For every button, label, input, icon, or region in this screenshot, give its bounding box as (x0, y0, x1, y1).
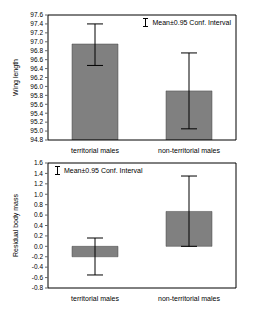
svg-text:95.6: 95.6 (30, 101, 43, 108)
svg-text:94.8: 94.8 (30, 136, 43, 143)
svg-text:1.2: 1.2 (34, 180, 43, 187)
svg-text:96.2: 96.2 (30, 74, 43, 81)
svg-text:97.6: 97.6 (30, 11, 43, 18)
svg-text:96.8: 96.8 (30, 47, 43, 54)
svg-text:1.4: 1.4 (34, 170, 43, 177)
svg-text:95.0: 95.0 (30, 127, 43, 134)
html-text:Mean±0.95 Conf. Interval: Mean±0.95 Conf. Interval (152, 19, 231, 26)
svg-text:territorial males: territorial males (71, 147, 119, 154)
svg-text:0.4: 0.4 (34, 222, 43, 229)
svg-text:96.6: 96.6 (30, 56, 43, 63)
svg-text:97.4: 97.4 (30, 20, 43, 27)
svg-text:Wing length: Wing length (12, 59, 20, 96)
svg-text:97.2: 97.2 (30, 29, 43, 36)
svg-text:non-territorial males: non-territorial males (158, 147, 220, 154)
svg-text:97.0: 97.0 (30, 38, 43, 45)
svg-text:Residual body mass: Residual body mass (12, 193, 20, 257)
svg-text:95.8: 95.8 (30, 92, 43, 99)
svg-text:95.4: 95.4 (30, 110, 43, 117)
svg-text:95.2: 95.2 (30, 118, 43, 125)
svg-text:0.6: 0.6 (34, 211, 43, 218)
svg-text:-0.4: -0.4 (32, 263, 44, 270)
svg-text:territorial males: territorial males (71, 295, 119, 302)
svg-text:0.0: 0.0 (34, 243, 43, 250)
svg-text:1.0: 1.0 (34, 191, 43, 198)
svg-text:1.6: 1.6 (34, 159, 43, 166)
svg-text:non-territorial males: non-territorial males (158, 295, 220, 302)
svg-text:-0.8: -0.8 (32, 284, 44, 291)
svg-text:96.4: 96.4 (30, 65, 43, 72)
svg-text:0.8: 0.8 (34, 201, 43, 208)
svg-text:96.0: 96.0 (30, 83, 43, 90)
svg-text:-0.6: -0.6 (32, 274, 44, 281)
svg-text:0.2: 0.2 (34, 232, 43, 239)
svg-text:-0.2: -0.2 (32, 253, 44, 260)
html-text:Mean±0.95 Conf. Interval: Mean±0.95 Conf. Interval (64, 167, 143, 174)
